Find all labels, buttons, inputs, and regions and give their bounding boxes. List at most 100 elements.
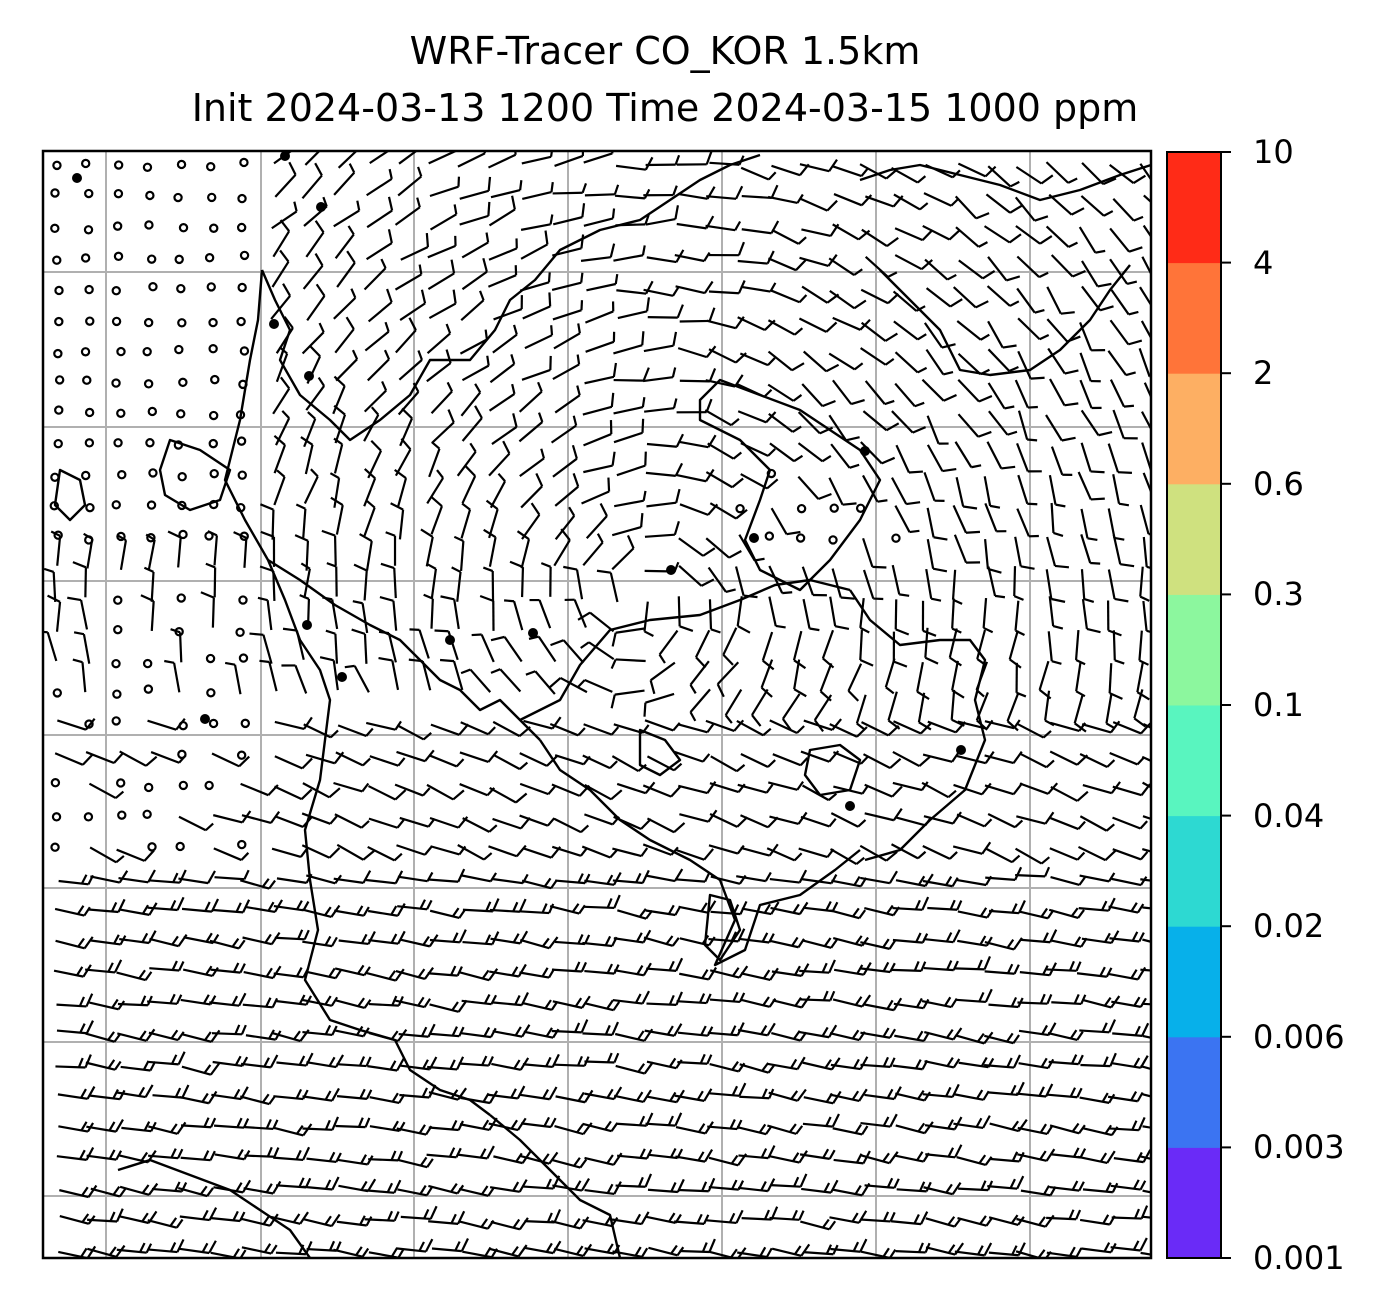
station-dot (445, 635, 455, 645)
wind-barb (709, 502, 748, 520)
wind-barb (1079, 352, 1101, 383)
wind-barb (116, 534, 128, 570)
wind-barb (522, 181, 554, 201)
wind-barb (861, 721, 900, 737)
wind-barb (529, 598, 552, 629)
wind-barb (1049, 847, 1086, 861)
calm-wind-marker (142, 162, 153, 172)
wind-barb (643, 185, 678, 197)
colorbar-band (1167, 373, 1221, 485)
wind-barb (860, 1211, 896, 1223)
calm-wind-marker (175, 841, 185, 852)
wind-barb (483, 528, 497, 567)
wind-barb (705, 374, 744, 388)
wind-barb (724, 688, 743, 724)
map-frame (41, 149, 1153, 1260)
wind-barb (976, 629, 987, 666)
calm-wind-marker (204, 253, 215, 263)
wind-barb (385, 531, 397, 566)
wind-barb (716, 661, 740, 698)
wind-barb (451, 566, 462, 602)
wind-barb (504, 599, 524, 631)
wind-barb (677, 596, 694, 632)
wind-barb (322, 596, 339, 630)
wind-barb (982, 597, 994, 634)
wind-barb (955, 988, 993, 1004)
wind-barb (1112, 474, 1130, 507)
wind-barb (275, 410, 291, 446)
wind-barb (1080, 569, 1095, 603)
wind-barb (926, 415, 949, 445)
colorbar-tick-label: 10 (1253, 133, 1294, 171)
wind-barb (1142, 1093, 1151, 1098)
wind-barb (679, 1238, 716, 1254)
wind-barb (676, 151, 713, 166)
wind-barb (431, 409, 455, 444)
wind-barb (1080, 195, 1114, 217)
wind-barb (1079, 815, 1115, 832)
wind-barb (85, 751, 125, 765)
wind-barb (275, 346, 289, 383)
wind-barb (519, 814, 556, 827)
wind-barb (177, 1185, 214, 1198)
wind-barb (430, 496, 443, 535)
wind-barb (1079, 872, 1116, 883)
wind-barb (921, 781, 957, 799)
wind-barb (986, 441, 1016, 470)
calm-wind-marker (146, 500, 157, 510)
wind-barb (273, 967, 310, 979)
wind-barb (801, 784, 838, 802)
wind-barb (352, 600, 369, 634)
wind-barb (147, 1238, 185, 1254)
wind-barb (738, 1145, 776, 1160)
wind-barb (864, 1177, 900, 1189)
wind-barb (1081, 930, 1120, 945)
wind-barb (363, 406, 380, 442)
wind-barb (525, 670, 556, 695)
wind-barb (987, 320, 1017, 349)
wind-barb (178, 870, 216, 885)
wind-barb (768, 565, 793, 595)
wind-barb (799, 197, 838, 212)
station-dot (304, 371, 314, 381)
calm-wind-marker (143, 317, 154, 328)
wind-barb (460, 383, 482, 417)
wind-barb (678, 723, 715, 734)
calm-wind-marker (176, 283, 186, 294)
wind-barb (426, 783, 465, 801)
wind-barb (1140, 1251, 1151, 1256)
calm-wind-marker (176, 409, 186, 419)
wind-barb (363, 380, 388, 413)
wind-barb (334, 316, 355, 354)
calm-wind-marker (52, 255, 62, 265)
wind-barb (471, 633, 495, 663)
calm-wind-marker (113, 251, 124, 262)
wind-barb (955, 476, 978, 510)
wind-barb (550, 639, 585, 664)
wind-barb (366, 196, 394, 229)
wind-barb (396, 844, 433, 856)
wind-barb (461, 465, 477, 504)
wind-barb (276, 1052, 314, 1067)
wind-barb (89, 846, 125, 864)
calm-wind-marker (764, 531, 775, 541)
wind-barb (333, 870, 372, 884)
wind-barb (772, 753, 809, 767)
wind-barb (925, 163, 961, 179)
wind-barb (334, 225, 355, 259)
wind-barb (581, 845, 618, 859)
wind-barb (148, 1051, 186, 1066)
wind-barb (801, 383, 836, 408)
calm-wind-marker (177, 471, 187, 482)
wind-barb (334, 905, 370, 917)
wind-barb (1079, 379, 1102, 410)
wind-barb (923, 960, 959, 972)
wind-barb (862, 569, 884, 601)
wind-barb (1016, 508, 1039, 538)
wind-barb (709, 1082, 747, 1097)
wind-barb (460, 668, 492, 693)
wind-barb (243, 1118, 279, 1131)
wind-barb (519, 782, 556, 796)
calm-wind-marker (83, 812, 94, 822)
wind-barb (679, 966, 718, 981)
